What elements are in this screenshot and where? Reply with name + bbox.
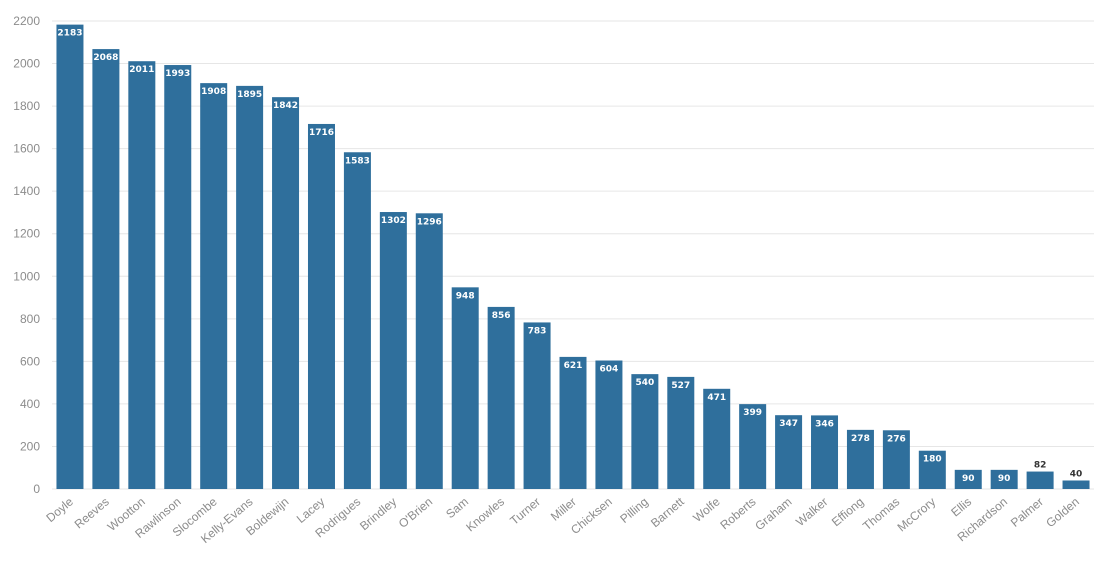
bar	[379, 212, 407, 489]
bar	[487, 306, 515, 489]
data-label: 540	[635, 378, 654, 388]
x-tick-label: Brindley	[357, 495, 399, 534]
x-tick-label: Sam	[443, 495, 471, 522]
bar	[272, 97, 300, 489]
bar	[811, 415, 839, 489]
data-label: 278	[851, 434, 870, 444]
x-tick-label: Turner	[507, 495, 543, 528]
data-label: 90	[998, 474, 1011, 484]
data-label: 1716	[309, 128, 334, 138]
x-tick-label: Roberts	[717, 495, 758, 533]
x-tick-label: McCrory	[895, 495, 939, 535]
bar	[990, 469, 1018, 489]
x-tick-label: O'Brien	[396, 495, 435, 531]
data-label: 2183	[57, 29, 82, 39]
data-labels: 2183 2068 2011 1993 1908 1895 1842 1716 1583 1302…	[57, 29, 1082, 484]
y-tick-label: 1600	[13, 142, 40, 156]
y-tick-label: 2200	[13, 14, 40, 28]
y-tick-label: 400	[20, 397, 40, 411]
bar	[56, 24, 84, 489]
data-label: 471	[707, 393, 726, 403]
y-tick-label: 200	[20, 439, 40, 453]
bar	[1026, 471, 1054, 489]
data-label: 1302	[381, 216, 406, 226]
data-label: 40	[1070, 469, 1083, 479]
data-label: 604	[600, 365, 619, 375]
x-tick-label: Graham	[752, 495, 794, 534]
y-tick-label: 0	[33, 482, 40, 496]
bar	[307, 123, 335, 490]
x-axis: DoyleReevesWoottonRawlinsonSlocombeKelly…	[43, 494, 1082, 546]
bar	[128, 61, 156, 490]
y-axis: 0 200 400 600 800 1000 1200 1400 1600 1800 2000 220…	[13, 14, 40, 496]
data-label: 2011	[129, 65, 154, 75]
data-label: 856	[492, 311, 511, 321]
x-tick-label: Thomas	[860, 495, 902, 534]
bar	[954, 469, 982, 489]
data-label: 82	[1034, 461, 1047, 471]
x-tick-label: Golden	[1043, 495, 1082, 531]
data-label: 1993	[165, 69, 190, 79]
y-tick-label: 800	[20, 312, 40, 326]
x-tick-label: Miller	[548, 495, 579, 524]
bar	[92, 49, 120, 489]
data-label: 1583	[345, 156, 370, 166]
bar	[236, 85, 264, 489]
bar	[739, 404, 767, 489]
x-tick-label: Knowles	[463, 495, 507, 535]
data-label: 346	[815, 419, 834, 429]
x-tick-label: Palmer	[1008, 495, 1046, 530]
data-label: 180	[923, 455, 942, 465]
y-tick-label: 1400	[13, 184, 40, 198]
bar	[703, 388, 731, 489]
data-label: 399	[743, 408, 762, 418]
data-label: 276	[887, 434, 906, 444]
x-tick-label: Barnett	[648, 494, 687, 530]
bar	[559, 356, 587, 489]
bar	[164, 65, 192, 489]
data-label: 90	[962, 474, 975, 484]
bar	[846, 429, 874, 489]
bar	[523, 322, 551, 489]
y-tick-label: 2000	[13, 57, 40, 71]
data-label: 1908	[201, 87, 226, 97]
data-label: 1842	[273, 101, 298, 111]
bar	[775, 415, 803, 489]
y-tick-label: 1000	[13, 269, 40, 283]
bar	[415, 213, 443, 489]
data-label: 783	[528, 326, 547, 336]
y-tick-label: 1800	[13, 99, 40, 113]
bars	[56, 24, 1090, 490]
x-tick-label: Pilling	[617, 495, 651, 526]
y-tick-label: 1200	[13, 227, 40, 241]
data-label: 621	[564, 361, 583, 371]
bar	[667, 376, 695, 489]
data-label: 347	[779, 419, 798, 429]
bar	[882, 430, 910, 489]
data-label: 948	[456, 291, 475, 301]
bar	[631, 374, 659, 489]
data-label: 2068	[93, 53, 118, 63]
x-tick-label: Walker	[793, 495, 830, 529]
data-label: 1895	[237, 90, 262, 100]
bar	[1062, 480, 1090, 489]
bar	[595, 360, 623, 489]
data-label: 1296	[417, 217, 442, 227]
data-label: 527	[671, 381, 690, 391]
bar	[343, 152, 371, 489]
bar	[918, 450, 946, 489]
x-tick-label: Ellis	[948, 495, 974, 520]
y-tick-label: 600	[20, 354, 40, 368]
bar	[200, 83, 228, 489]
bar	[451, 287, 479, 489]
